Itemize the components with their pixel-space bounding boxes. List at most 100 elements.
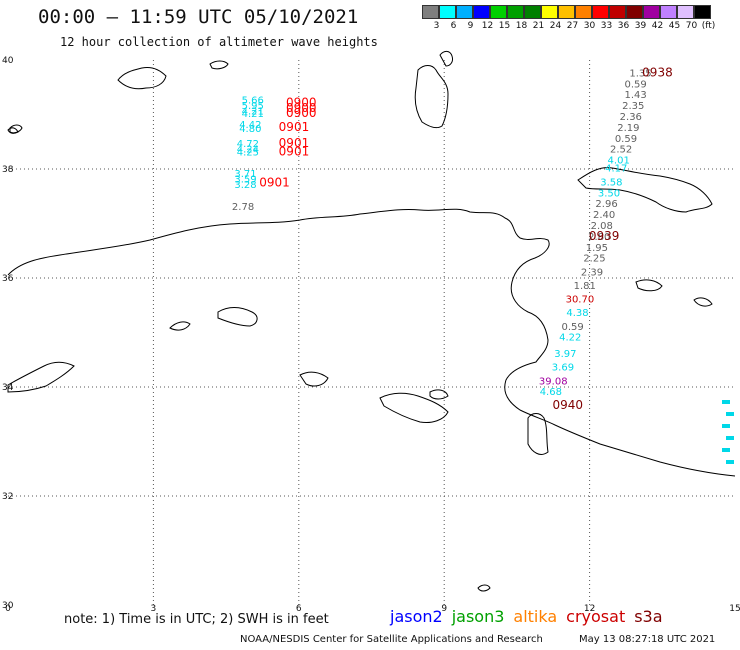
wave-height-label: 0.59: [625, 79, 647, 90]
wave-height-label: 1.81: [574, 281, 596, 292]
legend-entry-altika: altika: [513, 607, 558, 626]
y-tick-label: 32: [2, 492, 13, 502]
color-swatch: [490, 5, 507, 19]
wave-height-label: 0.59: [562, 322, 584, 333]
page-title: 00:00 – 11:59 UTC 05/10/2021: [38, 6, 359, 28]
color-swatch: [439, 5, 456, 19]
pass-time-label: 0900: [286, 95, 317, 109]
edge-track-mark: [726, 412, 734, 416]
color-scale-label: 6: [450, 21, 457, 31]
coastline: [209, 60, 229, 70]
color-scale-label: 27: [566, 21, 579, 31]
color-swatch: [558, 5, 575, 19]
color-swatch: [541, 5, 558, 19]
legend-entry-jason3: jason3: [451, 607, 505, 626]
color-scale-bar: [422, 5, 711, 19]
color-swatch: [524, 5, 541, 19]
wave-height-label: 4.21: [242, 107, 264, 118]
color-scale-label: 33: [600, 21, 613, 31]
color-scale-label: 45: [668, 21, 681, 31]
color-scale-label: 30: [583, 21, 596, 31]
footer-credit: NOAA/NESDIS Center for Satellite Applica…: [240, 634, 543, 645]
wave-height-label: 2.25: [583, 254, 605, 265]
legend-entry-jason2: jason2: [390, 607, 443, 626]
coastline: [299, 371, 329, 387]
color-scale-label: 18: [515, 21, 528, 31]
edge-track-mark: [722, 424, 730, 428]
wave-height-label: 2.08: [591, 221, 613, 232]
x-tick-label: 3: [151, 604, 157, 614]
wave-height-label: 1.35: [629, 68, 651, 79]
wave-height-label: 2.35: [622, 101, 644, 112]
coastline: [379, 392, 449, 423]
coastline: [7, 361, 75, 393]
coastline: [169, 321, 191, 331]
wave-height-label: 2.19: [617, 123, 639, 134]
wave-height-label: 5.95: [242, 101, 264, 112]
coastlines: [7, 50, 736, 592]
edge-track-mark: [722, 448, 730, 452]
pass-time-label: 0901: [259, 175, 290, 189]
y-tick-label: 40: [2, 56, 14, 66]
coastline: [439, 50, 453, 67]
wave-height-label: 3.97: [554, 349, 576, 360]
y-tick-labels: 40 38 36 34 32 30: [2, 56, 14, 611]
x-tick-label: 12: [584, 604, 595, 614]
wave-height-label: 2.40: [593, 210, 615, 221]
pass-time-label: 0938: [642, 65, 673, 79]
coastline: [7, 127, 19, 134]
coastline: [693, 297, 713, 307]
color-swatch: [677, 5, 694, 19]
coastline: [429, 389, 449, 400]
color-swatch: [609, 5, 626, 19]
y-tick-label: 30: [2, 601, 14, 611]
coastline: [217, 307, 258, 327]
wave-height-label: 3.58: [600, 177, 622, 188]
coastline: [117, 67, 167, 90]
page-subtitle: 12 hour collection of altimeter wave hei…: [60, 35, 378, 49]
wave-height-label: 3.71: [234, 169, 256, 180]
wave-height-label: 2.36: [620, 112, 642, 123]
coastline: [9, 124, 23, 134]
x-tick-label: 9: [441, 604, 447, 614]
edge-track-mark: [726, 436, 734, 440]
wave-height-label: 3.59: [234, 175, 256, 186]
wave-height-label: 2.80: [588, 232, 610, 243]
y-tick-label: 38: [2, 165, 14, 175]
color-swatch: [626, 5, 643, 19]
pass-time-label: 0939: [589, 229, 620, 243]
color-scale-label: 39: [634, 21, 647, 31]
y-tick-label: 36: [2, 274, 14, 284]
wave-height-label: 4.25: [237, 147, 259, 158]
y-tick-label: 34: [2, 383, 14, 393]
color-swatch: [473, 5, 490, 19]
wave-height-label: 2.96: [595, 199, 617, 210]
color-swatch: [643, 5, 660, 19]
color-scale-label: 3: [433, 21, 440, 31]
edge-track-mark: [722, 400, 730, 404]
wave-height-label: 4.01: [608, 156, 630, 167]
wave-height-label: 2.78: [232, 202, 254, 213]
coastline: [7, 208, 736, 477]
color-scale-label: 9: [467, 21, 474, 31]
pass-time-label: 0901: [279, 144, 310, 158]
color-swatch: [456, 5, 473, 19]
wave-height-label: 3.69: [552, 363, 574, 374]
satellite-legend: jason2 jason3 altika cryosat s3a: [390, 607, 672, 626]
color-swatch: [694, 5, 711, 19]
wave-height-points: 5.665.954.214.214.424.804.724.244.253.71…: [232, 68, 652, 398]
color-swatch: [575, 5, 592, 19]
color-swatch: [507, 5, 524, 19]
wave-height-label: 4.42: [239, 120, 261, 131]
wave-height-label: 4.17: [605, 164, 627, 175]
wave-height-label: 1.43: [625, 90, 647, 101]
wave-height-label: 4.72: [237, 139, 259, 150]
coastline: [477, 584, 491, 592]
color-scale-label: 42: [651, 21, 664, 31]
wave-height-label: 3.50: [598, 188, 620, 199]
edge-track-labels: [722, 400, 734, 464]
color-scale-labels: 3 6 9 12 15 18 21 24 27 30 33 36 39 42 45 70 (ft): [422, 21, 740, 33]
x-tick-label: 0: [5, 604, 11, 614]
color-scale-label: 12: [481, 21, 494, 31]
